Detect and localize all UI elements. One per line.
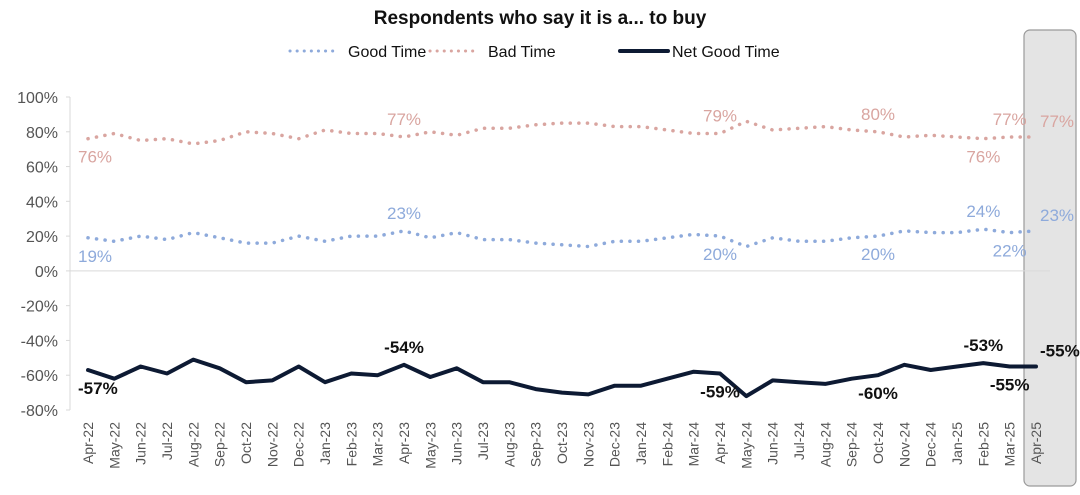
x-tick-label: Jul-23 [475,422,491,460]
chart-title: Respondents who say it is a... to buy [374,8,707,29]
x-tick-label: Nov-24 [896,422,912,467]
series-line-net-good-time [86,357,1038,399]
y-tick-label: -20% [21,299,58,316]
x-tick-label: Apr-24 [712,422,728,464]
series-line-bad-time [86,119,1038,146]
series-line-good-time [86,227,1038,249]
y-tick-label: 20% [26,229,58,246]
data-label: -54% [384,338,424,357]
data-label: -59% [700,382,740,401]
x-tick-label: Aug-23 [501,422,517,467]
x-tick-label: Jan-25 [949,422,965,465]
data-label: 19% [78,247,112,266]
data-label: 76% [966,148,1000,167]
x-tick-label: Nov-23 [580,422,596,467]
y-tick-label: -40% [21,333,58,350]
x-tick-label: Jul-22 [159,422,175,460]
y-tick-label: -80% [21,403,58,420]
data-label: 20% [861,245,895,264]
x-tick-label: Jun-23 [449,422,465,465]
data-label: -57% [78,379,118,398]
x-tick-label: Sep-24 [844,422,860,467]
legend-label: Net Good Time [672,44,780,61]
x-tick-label: Jun-22 [133,422,149,465]
data-label: 20% [703,245,737,264]
x-tick-label: Apr-25 [1028,422,1044,464]
x-tick-label: Mar-24 [686,422,702,467]
x-tick-label: May-22 [106,422,122,469]
x-tick-label: Oct-22 [238,422,254,464]
x-tick-label: Jun-24 [765,422,781,465]
x-tick-label: Nov-22 [264,422,280,467]
data-label: -55% [1040,342,1080,361]
legend-label: Bad Time [488,44,556,61]
x-tick-label: Mar-23 [370,422,386,467]
data-label: 23% [1040,206,1074,225]
data-label: -60% [858,384,898,403]
data-label: -55% [990,376,1030,395]
y-tick-label: -60% [21,368,58,385]
x-tick-label: Jul-24 [791,422,807,460]
data-label: -53% [963,336,1003,355]
axes: 100% 80% 60% 40% 20% 0% -20% -40% -60% -80% Apr-22… [17,90,1050,469]
x-tick-label: Sep-22 [212,422,228,467]
x-tick-label: Feb-23 [343,422,359,467]
data-label: 76% [78,148,112,167]
x-tick-label: Feb-24 [659,422,675,467]
data-label: 80% [861,105,895,124]
x-tick-label: Oct-24 [870,422,886,464]
x-tick-label: May-23 [422,422,438,469]
x-tick-label: Dec-24 [923,422,939,467]
y-tick-label: 80% [26,125,58,142]
x-tick-label: Apr-23 [396,422,412,464]
data-label: 22% [993,242,1027,261]
y-tick-label: 0% [35,264,58,281]
data-labels: 19% 23% 20% 20% 24% 22% 23% 76% 77% 79% 80% 76% 77% 7… [78,105,1080,403]
series-group [86,119,1038,399]
x-tick-label: Sep-23 [528,422,544,467]
y-tick-label: 60% [26,160,58,177]
x-tick-label: Jan-23 [317,422,333,465]
data-label: 79% [703,107,737,126]
x-tick-label: Oct-23 [554,422,570,464]
data-label: 77% [993,110,1027,129]
x-tick-label: May-24 [738,422,754,469]
x-tick-label: Jan-24 [633,422,649,465]
highlight-box [1023,29,1077,487]
x-tick-label: Mar-25 [1002,422,1018,467]
data-label: 23% [387,204,421,223]
x-tick-label: Aug-22 [185,422,201,467]
data-label: 24% [966,202,1000,221]
x-tick-label: Dec-23 [607,422,623,467]
x-tick-label: Aug-24 [817,422,833,467]
x-tick-label: Feb-25 [975,422,991,467]
x-tick-label: Apr-22 [80,422,96,464]
data-label: 77% [1040,112,1074,131]
legend: Good Time Bad Time Net Good Time [288,44,780,61]
y-tick-label: 100% [17,90,58,107]
data-label: 77% [387,110,421,129]
x-tick-label: Dec-22 [291,422,307,467]
legend-label: Good Time [348,44,426,61]
y-tick-label: 40% [26,194,58,211]
